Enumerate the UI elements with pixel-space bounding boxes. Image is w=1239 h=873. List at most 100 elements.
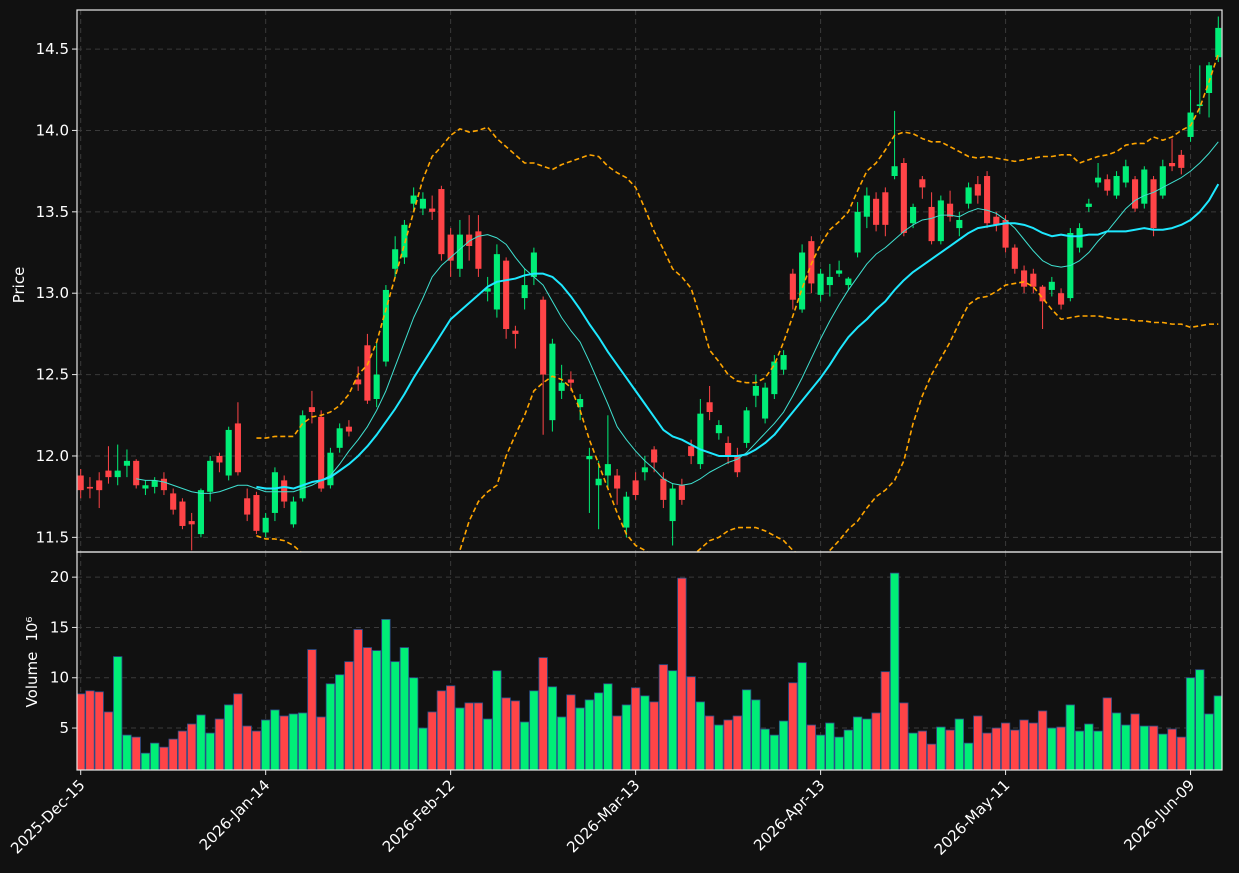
candle-body — [392, 249, 399, 269]
volume-bar — [797, 662, 807, 770]
volume-bar — [936, 726, 946, 770]
volume-bar — [196, 714, 206, 770]
candle-body — [799, 252, 806, 310]
volume-bar — [418, 727, 428, 770]
candle-body — [1021, 270, 1028, 287]
candle-body — [438, 189, 445, 255]
candle-body — [1058, 293, 1065, 305]
volume-bar — [455, 707, 465, 770]
candle-body — [160, 478, 167, 491]
volume-bar — [954, 718, 964, 770]
candle-body — [1011, 247, 1018, 269]
candle-body — [697, 413, 704, 465]
candle-body — [225, 429, 232, 476]
volume-bar — [1204, 713, 1214, 770]
candle-body — [253, 495, 260, 531]
volume-bar — [667, 670, 678, 770]
candle-body — [669, 488, 676, 522]
volume-bar — [889, 572, 900, 770]
candle-body — [355, 379, 362, 385]
candle-body — [475, 231, 482, 269]
volume-bar — [372, 650, 382, 770]
candle-body — [956, 219, 963, 229]
candle-body — [947, 203, 954, 217]
volume-bar — [409, 677, 419, 770]
volume-bar — [279, 715, 289, 770]
candle-body — [854, 211, 861, 253]
volume-bar — [251, 730, 262, 770]
volume-bar — [1158, 733, 1168, 770]
volume-bar — [316, 716, 326, 770]
volume-bar — [492, 670, 502, 770]
candle-body — [299, 415, 306, 499]
candle-body — [484, 288, 491, 292]
candle-body — [1150, 179, 1157, 229]
candle-body — [345, 426, 352, 432]
candle-body — [817, 273, 824, 295]
candle-body — [919, 179, 926, 188]
volume-bar — [649, 701, 659, 770]
volume-bar — [991, 727, 1001, 770]
candle-body — [327, 452, 334, 486]
y-tick-label: 12.0 — [36, 447, 69, 465]
volume-bar — [103, 711, 114, 770]
y-tick-label: 11.5 — [36, 528, 69, 546]
candle-body — [965, 187, 972, 204]
candle-body — [1002, 219, 1009, 248]
volume-bar — [778, 720, 789, 770]
volume-bar — [1037, 710, 1048, 770]
volume-bar — [1213, 695, 1222, 770]
volume-bar — [575, 707, 585, 770]
candle-body — [456, 234, 463, 269]
volume-bar — [630, 687, 641, 770]
volume-bar — [473, 702, 484, 770]
volume-bar — [806, 724, 817, 770]
volume-label: Volume — [23, 652, 41, 708]
y-tick-label: 20 — [50, 568, 69, 586]
volume-bar — [556, 716, 567, 770]
volume-bar — [390, 661, 400, 770]
candle-body — [336, 428, 343, 448]
candle-body — [197, 490, 204, 535]
volume-bar — [427, 711, 437, 770]
volume-bar — [529, 690, 539, 770]
volume-bar — [1176, 736, 1186, 770]
volume-bar — [270, 709, 280, 770]
volume-bar — [325, 683, 336, 770]
candle-body — [928, 206, 935, 242]
volume-bar — [113, 656, 123, 770]
candle-body — [447, 234, 454, 261]
candle-body — [142, 485, 149, 489]
volume-bar — [307, 649, 317, 770]
candle-body — [1104, 179, 1111, 191]
volume-bar — [1065, 704, 1075, 770]
price-axis-label: Price — [10, 267, 28, 304]
candle-body — [216, 455, 223, 463]
candle-body — [521, 285, 528, 299]
volume-bar — [1084, 723, 1094, 770]
candle-body — [290, 501, 297, 525]
candle-body — [586, 455, 593, 460]
candle-body — [577, 399, 584, 408]
volume-bar — [751, 699, 761, 770]
candle-body — [179, 501, 186, 526]
volume-bar — [815, 734, 826, 770]
candle-body — [86, 486, 94, 489]
candle-body — [641, 467, 648, 473]
candle-body — [845, 278, 852, 286]
candle-body — [715, 425, 722, 434]
candle-body — [540, 299, 547, 375]
candle-body — [530, 252, 537, 277]
candle-body — [1215, 27, 1222, 58]
volume-bar — [566, 694, 576, 770]
candle-body — [207, 460, 214, 492]
volume-bar — [464, 702, 474, 770]
y-tick-label: 5 — [59, 719, 69, 737]
price-layer — [77, 16, 1222, 552]
volume-bar — [714, 724, 724, 770]
volume-bar — [741, 689, 752, 770]
volume-bar — [834, 736, 844, 770]
candle-body — [1132, 179, 1139, 209]
candle-body — [401, 224, 408, 258]
volume-bar — [686, 676, 696, 770]
